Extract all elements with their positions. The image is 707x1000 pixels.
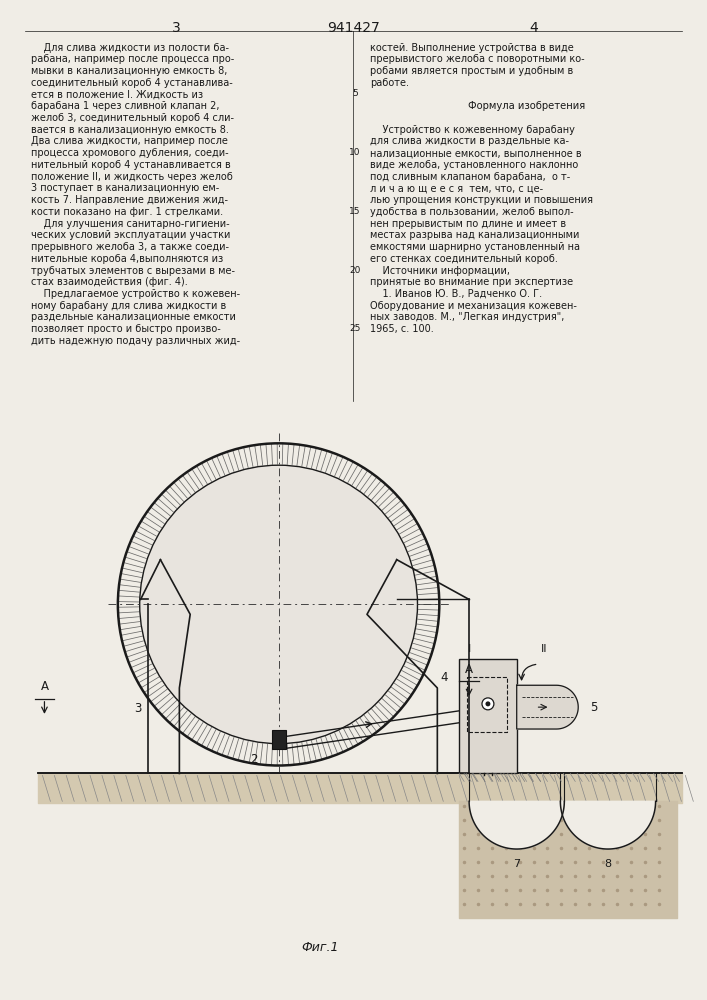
Text: ному барабану для слива жидкости в: ному барабану для слива жидкости в (30, 301, 226, 311)
Text: 5: 5 (352, 89, 358, 98)
Text: вается в канализационную емкость 8.: вается в канализационную емкость 8. (30, 125, 228, 135)
Text: II: II (542, 644, 548, 654)
Text: барабана 1 через сливной клапан 2,: барабана 1 через сливной клапан 2, (30, 101, 219, 111)
Text: 4: 4 (530, 21, 538, 35)
Text: I: I (467, 644, 471, 654)
Bar (459, 659, 517, 773)
Text: нительные короба 4,выполняются из: нительные короба 4,выполняются из (30, 254, 223, 264)
Text: положение II, и жидкость через желоб: положение II, и жидкость через желоб (30, 172, 233, 182)
Text: его стенках соединительный короб.: его стенках соединительный короб. (370, 254, 558, 264)
Text: Фиг.1: Фиг.1 (301, 941, 339, 954)
Text: кость 7. Направление движения жид-: кость 7. Направление движения жид- (30, 195, 228, 205)
Text: прерывного желоба 3, а также соеди-: прерывного желоба 3, а также соеди- (30, 242, 228, 252)
Text: удобства в пользовании, желоб выпол-: удобства в пользовании, желоб выпол- (370, 207, 573, 217)
Text: работе.: работе. (370, 78, 409, 88)
Text: 1965, с. 100.: 1965, с. 100. (370, 324, 433, 334)
Text: лью упрощения конструкции и повышения: лью упрощения конструкции и повышения (370, 195, 593, 205)
Text: 941427: 941427 (327, 21, 380, 35)
Text: Для улучшения санитарно-гигиени-: Для улучшения санитарно-гигиени- (30, 219, 229, 229)
Text: Устройство к кожевенному барабану: Устройство к кожевенному барабану (370, 125, 575, 135)
Text: дить надежную подачу различных жид-: дить надежную подачу различных жид- (30, 336, 240, 346)
Text: нен прерывистым по длине и имеет в: нен прерывистым по длине и имеет в (370, 219, 566, 229)
Polygon shape (469, 801, 564, 849)
Text: л и ч а ю щ е е с я  тем, что, с це-: л и ч а ю щ е е с я тем, что, с це- (370, 183, 543, 193)
Text: робами является простым и удобным в: робами является простым и удобным в (370, 66, 573, 76)
Text: Предлагаемое устройство к кожевен-: Предлагаемое устройство к кожевен- (30, 289, 240, 299)
Text: процесса хромового дубления, соеди-: процесса хромового дубления, соеди- (30, 148, 228, 158)
Text: A: A (465, 663, 473, 676)
Text: 10: 10 (349, 148, 361, 157)
Polygon shape (517, 685, 578, 729)
Text: нализационные емкости, выполненное в: нализационные емкости, выполненное в (370, 148, 581, 158)
Text: виде желоба, установленного наклонно: виде желоба, установленного наклонно (370, 160, 578, 170)
Text: ется в положение I. Жидкость из: ется в положение I. Жидкость из (30, 89, 203, 99)
Text: Оборудование и механизация кожевен-: Оборудование и механизация кожевен- (370, 301, 577, 311)
Text: Два слива жидкости, например после: Два слива жидкости, например после (30, 136, 228, 146)
Text: 8: 8 (604, 859, 612, 869)
Text: емкостями шарнирно установленный на: емкостями шарнирно установленный на (370, 242, 580, 252)
Text: 15: 15 (349, 207, 361, 216)
Bar (467, 677, 507, 732)
Text: Для слива жидкости из полости ба-: Для слива жидкости из полости ба- (30, 43, 228, 53)
Circle shape (140, 465, 418, 744)
Text: соединительный короб 4 устанавлива-: соединительный короб 4 устанавлива- (30, 78, 233, 88)
Text: желоб 3, соединительный короб 4 сли-: желоб 3, соединительный короб 4 сли- (30, 113, 233, 123)
Text: нительный короб 4 устанавливается в: нительный короб 4 устанавливается в (30, 160, 230, 170)
Text: для слива жидкости в раздельные ка-: для слива жидкости в раздельные ка- (370, 136, 569, 146)
Text: 20: 20 (349, 266, 361, 275)
Text: мывки в канализационную емкость 8,: мывки в канализационную емкость 8, (30, 66, 227, 76)
Text: рабана, например после процесса про-: рабана, например после процесса про- (30, 54, 234, 64)
Text: кости показано на фиг. 1 стрелками.: кости показано на фиг. 1 стрелками. (30, 207, 223, 217)
Text: 3: 3 (172, 21, 181, 35)
Circle shape (486, 701, 491, 706)
Text: A: A (40, 680, 49, 693)
Text: Источники информации,: Источники информации, (370, 266, 510, 276)
Text: 2: 2 (250, 753, 257, 766)
Polygon shape (561, 801, 655, 849)
Text: 4: 4 (440, 671, 448, 684)
Text: 25: 25 (349, 324, 361, 333)
Text: трубчатых элементов с вырезами в ме-: трубчатых элементов с вырезами в ме- (30, 266, 235, 276)
Text: принятые во внимание при экспертизе: принятые во внимание при экспертизе (370, 277, 573, 287)
Text: 5: 5 (590, 701, 597, 714)
Text: 1. Иванов Ю. В., Радченко О. Г.: 1. Иванов Ю. В., Радченко О. Г. (370, 289, 542, 299)
Text: ных заводов. М., "Легкая индустрия",: ных заводов. М., "Легкая индустрия", (370, 312, 564, 322)
Circle shape (482, 698, 494, 710)
Text: позволяет просто и быстро произво-: позволяет просто и быстро произво- (30, 324, 221, 334)
Text: местах разрыва над канализационными: местах разрыва над канализационными (370, 230, 579, 240)
Text: 3: 3 (134, 702, 141, 715)
Text: Формула изобретения: Формула изобретения (468, 101, 585, 111)
Text: прерывистого желоба с поворотными ко-: прерывистого желоба с поворотными ко- (370, 54, 585, 64)
Text: раздельные канализационные емкости: раздельные канализационные емкости (30, 312, 235, 322)
Text: под сливным клапаном барабана,  о т-: под сливным клапаном барабана, о т- (370, 172, 570, 182)
Text: 7: 7 (513, 859, 520, 869)
Text: ческих условий эксплуатации участки: ческих условий эксплуатации участки (30, 230, 230, 240)
Text: стах взаимодействия (фиг. 4).: стах взаимодействия (фиг. 4). (30, 277, 187, 287)
Bar (271, 730, 286, 749)
Text: 3 поступает в канализационную ем-: 3 поступает в канализационную ем- (30, 183, 218, 193)
Text: костей. Выполнение устройства в виде: костей. Выполнение устройства в виде (370, 43, 573, 53)
